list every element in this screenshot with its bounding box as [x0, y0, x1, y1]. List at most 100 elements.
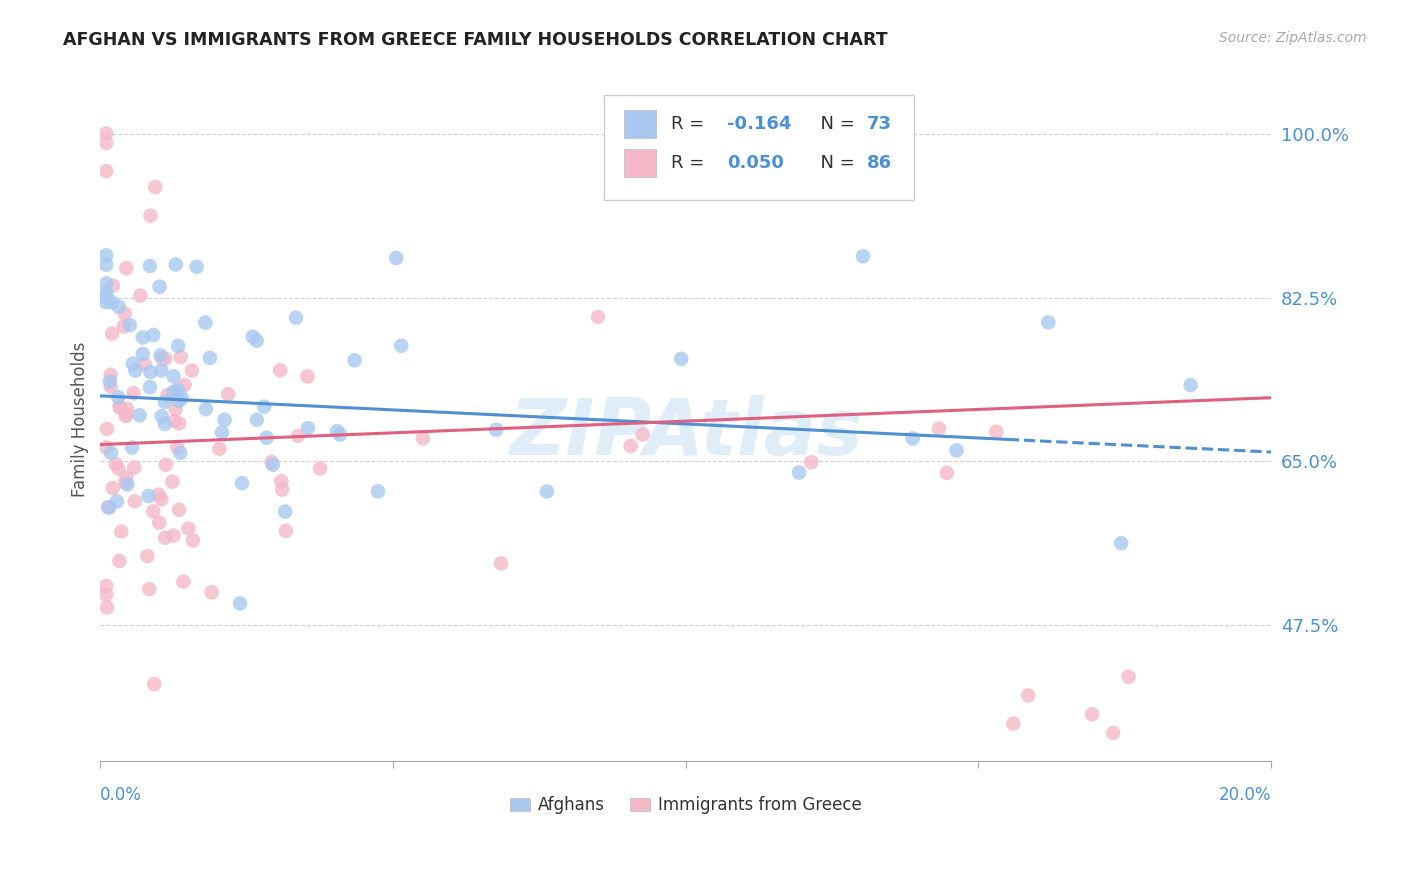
Text: 86: 86 [868, 154, 893, 172]
Point [246, 413, 269, 427]
Point [96, 277, 118, 291]
Point [139, 209, 162, 223]
Point [271, 483, 294, 497]
Point [165, 402, 187, 417]
Point [134, 357, 156, 371]
Point [115, 401, 138, 416]
Point [118, 318, 141, 333]
Text: 0.050: 0.050 [727, 154, 783, 172]
Point [143, 677, 166, 691]
Point [389, 339, 412, 353]
Point [108, 554, 131, 568]
Point [297, 369, 319, 384]
Point [367, 484, 389, 499]
Point [217, 387, 239, 401]
Point [96, 600, 118, 615]
Point [253, 400, 276, 414]
Point [852, 249, 875, 263]
FancyBboxPatch shape [624, 149, 657, 178]
Point [489, 557, 512, 571]
Point [96, 588, 118, 602]
Point [329, 427, 352, 442]
Point [115, 261, 138, 276]
Point [229, 597, 252, 611]
Point [132, 347, 155, 361]
Point [101, 278, 124, 293]
Point [194, 402, 217, 417]
Point [177, 522, 200, 536]
Point [186, 260, 208, 274]
Point [112, 319, 135, 334]
Y-axis label: Family Households: Family Households [72, 342, 89, 497]
Point [945, 443, 967, 458]
Text: 20.0%: 20.0% [1219, 786, 1271, 804]
Point [98, 375, 121, 389]
Point [142, 504, 165, 518]
Point [101, 481, 124, 495]
Point [108, 400, 131, 414]
Point [172, 574, 194, 589]
Point [114, 307, 136, 321]
Point [928, 422, 950, 436]
Point [167, 339, 190, 353]
Point [139, 365, 162, 379]
Point [108, 401, 131, 415]
Point [262, 458, 284, 472]
Point [96, 127, 118, 141]
Point [274, 524, 297, 538]
Point [935, 466, 957, 480]
Text: R =: R = [671, 115, 710, 133]
Point [150, 363, 173, 377]
Point [385, 251, 408, 265]
Point [1038, 315, 1060, 329]
Point [96, 441, 118, 455]
Point [231, 476, 253, 491]
Point [986, 425, 1008, 439]
Point [122, 460, 145, 475]
Point [901, 431, 924, 445]
Point [167, 393, 190, 408]
Point [167, 503, 190, 517]
Point [274, 505, 297, 519]
Point [181, 363, 204, 377]
Point [148, 488, 170, 502]
Point [246, 334, 269, 348]
Point [138, 582, 160, 596]
Point [101, 326, 124, 341]
Point [169, 446, 191, 460]
Text: AFGHAN VS IMMIGRANTS FROM GREECE FAMILY HOUSEHOLDS CORRELATION CHART: AFGHAN VS IMMIGRANTS FROM GREECE FAMILY … [63, 31, 889, 49]
Point [100, 446, 122, 460]
Point [100, 379, 122, 393]
Point [165, 258, 187, 272]
Point [173, 378, 195, 392]
Point [270, 475, 292, 489]
Point [97, 500, 120, 515]
Point [170, 350, 193, 364]
Point [201, 585, 224, 599]
Point [162, 384, 184, 399]
Point [132, 330, 155, 344]
Point [150, 492, 173, 507]
Point [162, 369, 184, 384]
Point [631, 427, 654, 442]
Point [343, 353, 366, 368]
Point [138, 489, 160, 503]
Text: N =: N = [808, 154, 860, 172]
Point [153, 395, 176, 409]
Point [1180, 378, 1202, 392]
Point [162, 528, 184, 542]
Point [260, 455, 283, 469]
Point [114, 409, 136, 423]
Point [96, 291, 118, 305]
Point [269, 363, 291, 377]
Point [107, 461, 129, 475]
Point [149, 348, 172, 362]
Point [96, 285, 118, 300]
Point [1118, 670, 1140, 684]
Point [148, 279, 170, 293]
Point [96, 579, 118, 593]
Point [1002, 716, 1025, 731]
FancyBboxPatch shape [624, 110, 657, 138]
Text: R =: R = [671, 154, 710, 172]
Point [1102, 726, 1125, 740]
